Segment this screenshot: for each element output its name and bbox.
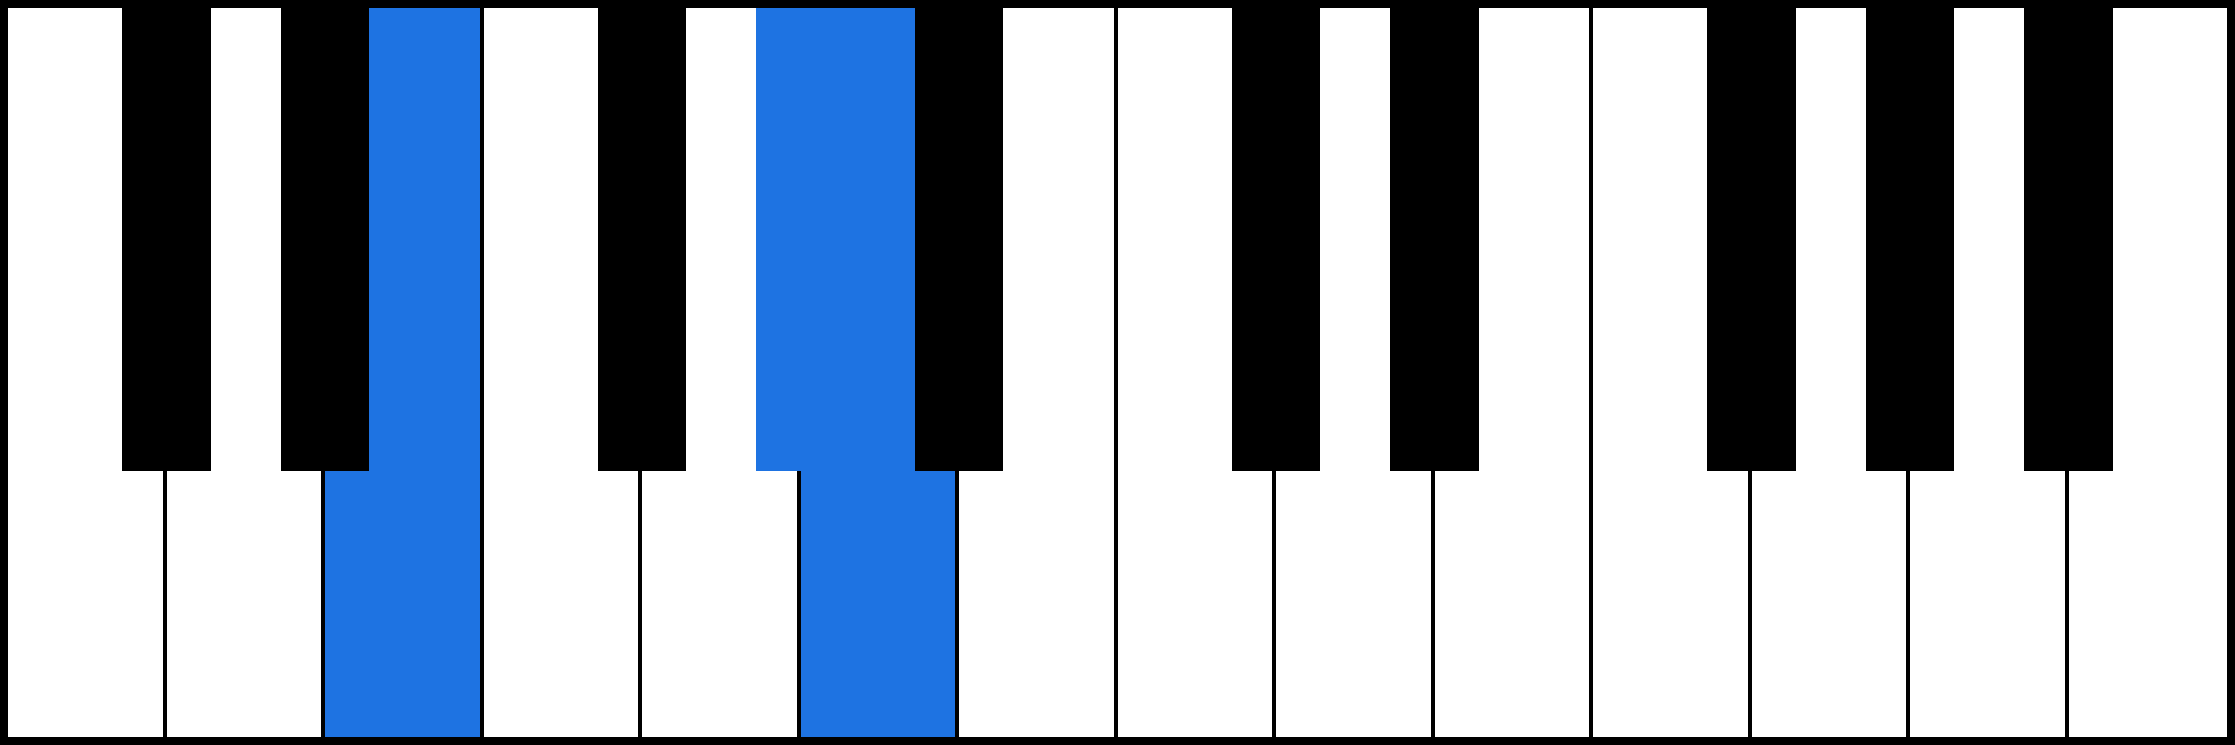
- black-key-4: [915, 8, 1004, 471]
- black-key-7: [1707, 8, 1796, 471]
- black-key-3: [756, 8, 845, 471]
- black-key-0: [122, 8, 211, 471]
- black-key-5: [1232, 8, 1321, 471]
- black-key-8: [1866, 8, 1955, 471]
- black-key-1: [281, 8, 370, 471]
- black-key-9: [2024, 8, 2113, 471]
- black-key-6: [1390, 8, 1479, 471]
- black-key-2: [598, 8, 687, 471]
- piano-keyboard: [0, 0, 2235, 745]
